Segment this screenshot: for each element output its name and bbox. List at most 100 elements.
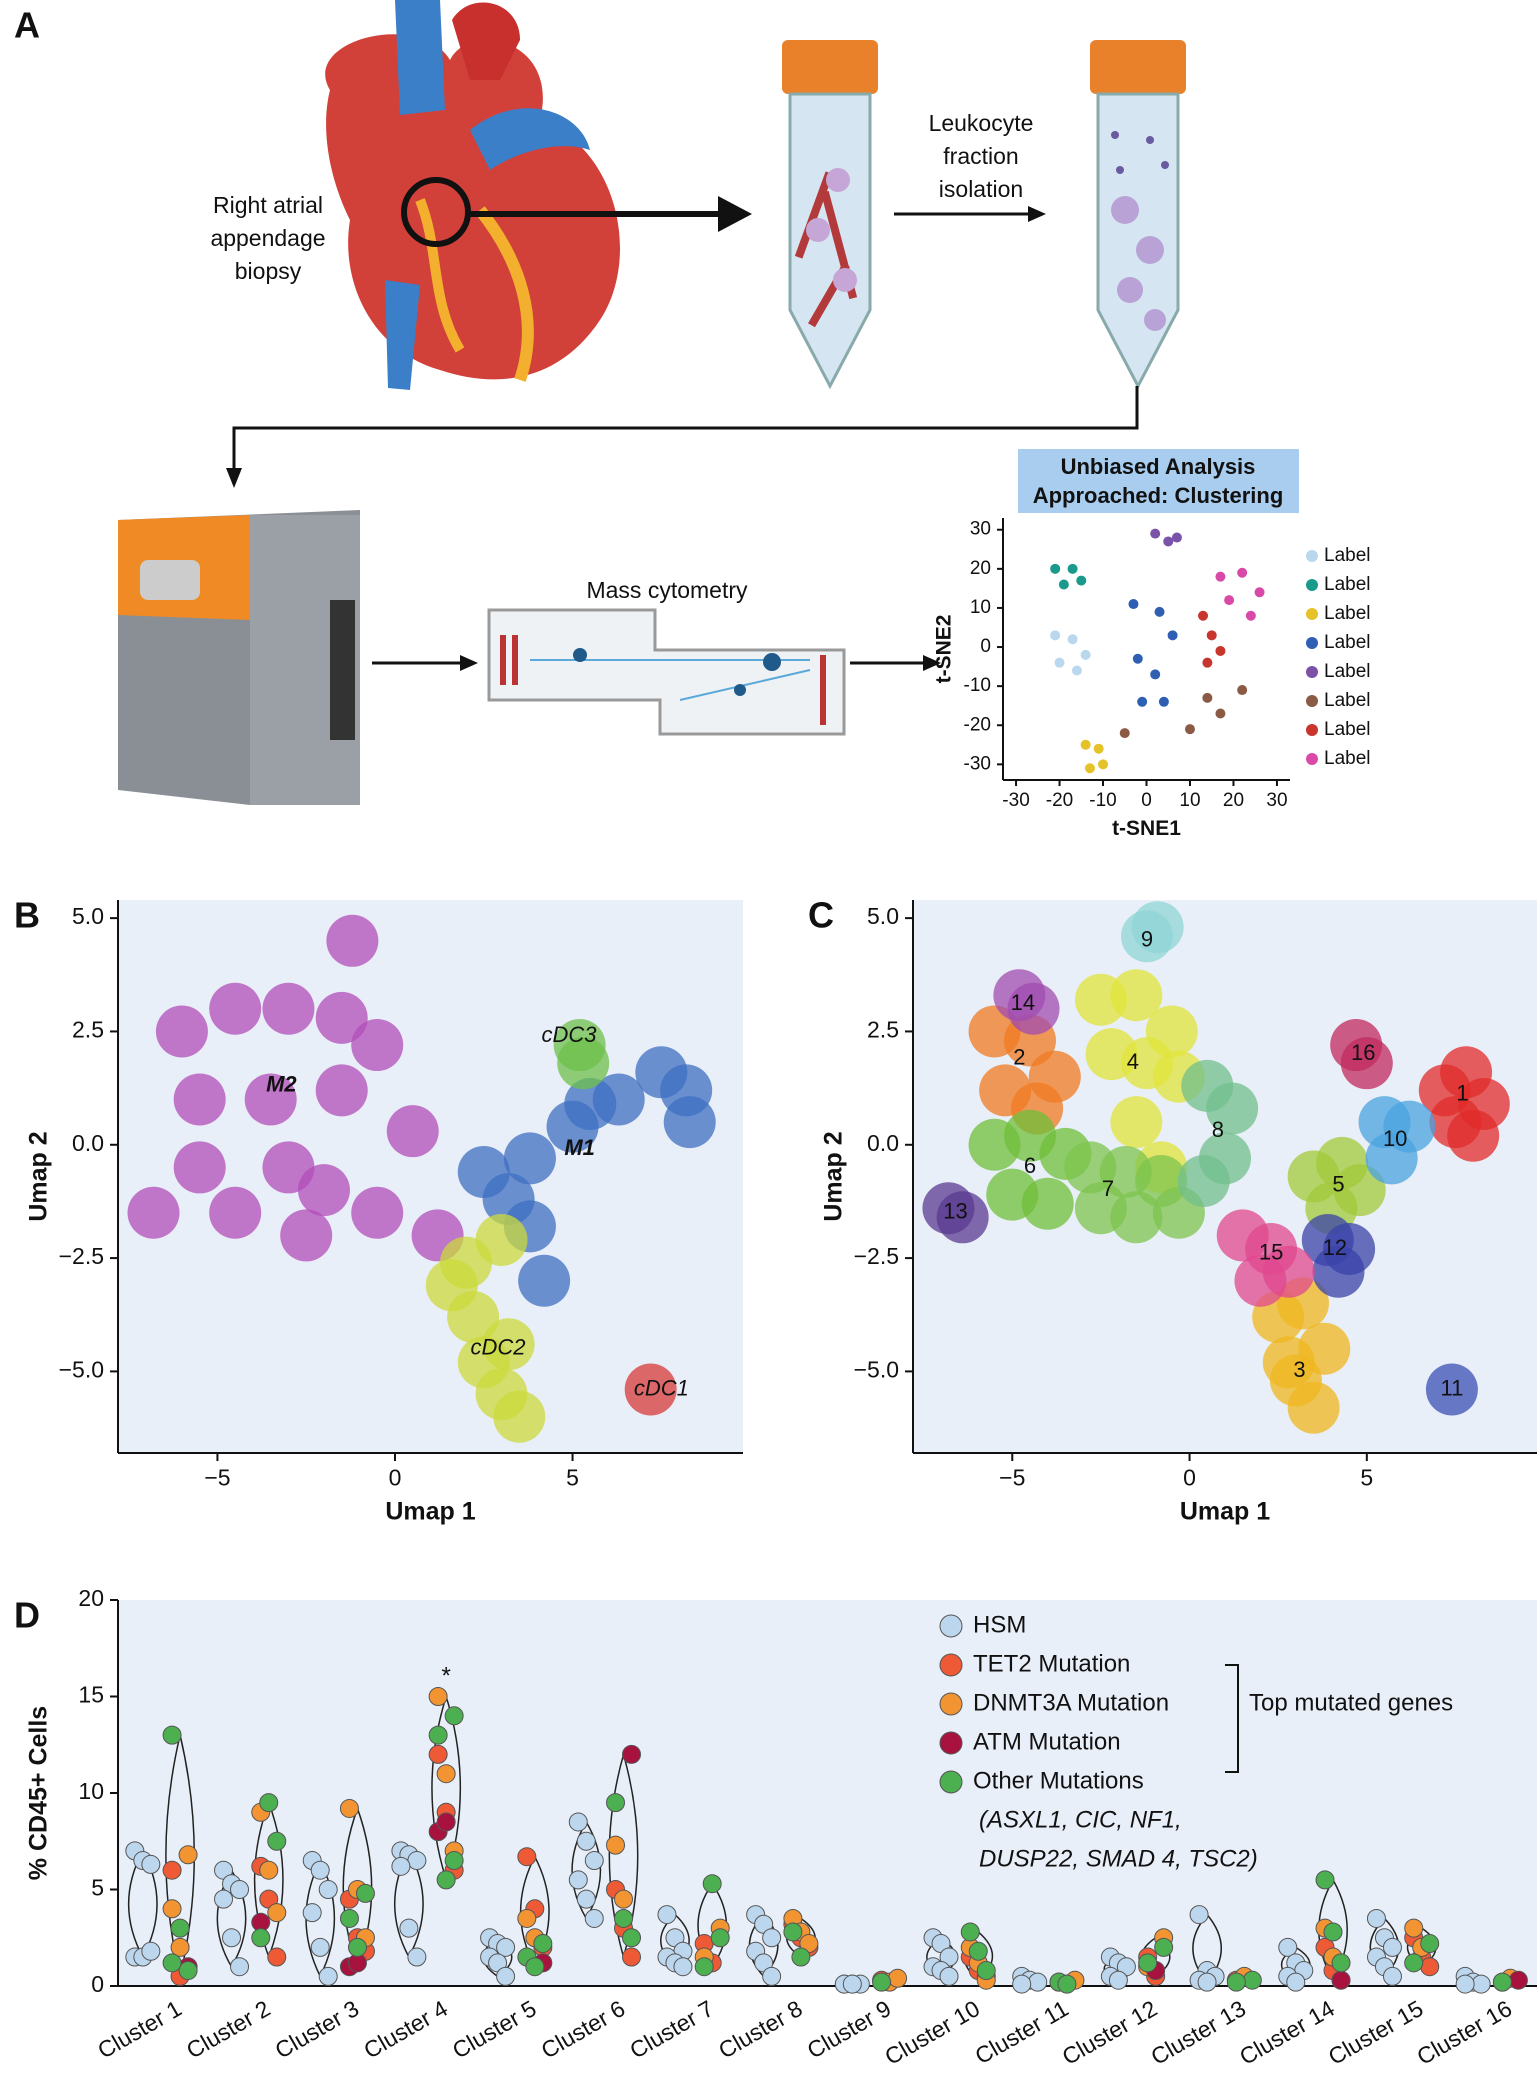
legend-marker	[1306, 550, 1318, 562]
point	[407, 1947, 427, 1967]
annotation: *	[441, 1663, 450, 1690]
x-tick-label: Cluster 8	[714, 1995, 807, 2064]
point	[1215, 571, 1226, 582]
point	[1224, 595, 1235, 606]
y-tick-label: 5.0	[72, 903, 104, 929]
point	[267, 1903, 287, 1923]
point	[386, 1105, 439, 1158]
point	[968, 1941, 988, 1961]
point	[622, 1744, 642, 1764]
point	[496, 1937, 516, 1957]
point	[1420, 1934, 1440, 1954]
point	[1067, 563, 1078, 574]
cluster-label: cDC3	[541, 1022, 597, 1047]
x-tick-label: Cluster 3	[271, 1995, 364, 2064]
analysis-title: Approached: Clustering	[1033, 483, 1284, 508]
y-tick-label: 10	[970, 597, 991, 618]
point	[960, 1922, 980, 1942]
point	[1455, 1974, 1475, 1994]
point	[475, 1213, 528, 1266]
point	[1028, 1972, 1048, 1992]
point	[259, 1793, 279, 1813]
x-tick-label: Cluster 13	[1146, 1995, 1250, 2070]
point	[533, 1934, 553, 1954]
point	[939, 1966, 959, 1986]
point	[127, 1186, 180, 1239]
cluster-label: 14	[1011, 990, 1035, 1015]
y-tick-label: 20	[970, 558, 991, 579]
x-tick-label: Cluster 9	[803, 1995, 896, 2064]
point	[1132, 653, 1143, 664]
point	[568, 1870, 588, 1890]
point	[1098, 759, 1109, 770]
point	[209, 982, 262, 1035]
x-tick-label: Cluster 10	[880, 1995, 984, 2070]
point	[663, 1096, 716, 1149]
point	[259, 1860, 279, 1880]
point	[1286, 1972, 1306, 1992]
point	[1012, 1974, 1032, 1994]
point	[936, 1191, 989, 1244]
point	[1420, 1957, 1440, 1977]
mass-cytometry-label: Mass cytometry	[586, 577, 748, 603]
point	[315, 1064, 368, 1117]
y-tick-label: -20	[964, 714, 991, 735]
point	[1021, 1177, 1074, 1230]
cluster-label: 5	[1332, 1171, 1344, 1196]
point	[318, 1880, 338, 1899]
x-tick-label: Cluster 4	[359, 1995, 452, 2064]
point	[622, 1928, 642, 1948]
point	[1202, 657, 1213, 668]
y-tick-label: 0.0	[867, 1130, 899, 1156]
point	[614, 1908, 634, 1928]
point	[1404, 1918, 1424, 1938]
point	[1312, 1245, 1365, 1298]
point	[1425, 1363, 1478, 1416]
point	[1137, 696, 1148, 707]
analysis-box	[1018, 449, 1299, 513]
point	[1058, 579, 1069, 590]
y-tick-label: −2.5	[59, 1243, 104, 1269]
y-tick-label: 0	[980, 636, 991, 657]
point	[141, 1854, 161, 1874]
y-tick-label: -30	[964, 753, 991, 774]
cluster-label: 13	[943, 1199, 967, 1224]
point	[457, 1336, 510, 1389]
point	[1404, 1953, 1424, 1973]
point	[1108, 1970, 1128, 1990]
point	[1382, 1966, 1402, 1986]
x-axis-label: t-SNE1	[1112, 817, 1181, 840]
point	[1492, 1972, 1512, 1992]
legend-marker	[1306, 666, 1318, 678]
legend-note: (ASXL1, CIC, NF1,	[979, 1806, 1182, 1833]
point	[1076, 575, 1087, 586]
point	[425, 1259, 478, 1312]
legend-marker	[1306, 579, 1318, 591]
cluster-label: 9	[1141, 927, 1153, 952]
x-tick-label: -20	[1046, 790, 1073, 811]
isolation-label: Leukocyte	[929, 110, 1034, 136]
point	[428, 1744, 448, 1764]
point	[568, 1812, 588, 1832]
point	[1366, 1908, 1386, 1928]
biopsy-label: Right atrial	[213, 192, 323, 218]
x-tick-label: Cluster 5	[448, 1995, 541, 2064]
point	[1054, 657, 1065, 668]
y-axis-label: Umap 2	[820, 1131, 848, 1221]
panel-label: A	[14, 5, 40, 46]
point	[606, 1793, 626, 1813]
point	[162, 1860, 182, 1880]
legend-label: Label	[1324, 690, 1371, 711]
y-tick-label: −2.5	[854, 1243, 899, 1269]
point	[339, 1908, 359, 1928]
cluster-label: 8	[1212, 1117, 1224, 1142]
point	[251, 1928, 271, 1948]
point	[1163, 536, 1174, 547]
point	[155, 1005, 208, 1058]
isolation-label: fraction	[943, 143, 1018, 169]
legend-marker	[1306, 637, 1318, 649]
point	[1331, 1970, 1351, 1990]
point	[872, 1972, 892, 1992]
point	[496, 1966, 516, 1986]
